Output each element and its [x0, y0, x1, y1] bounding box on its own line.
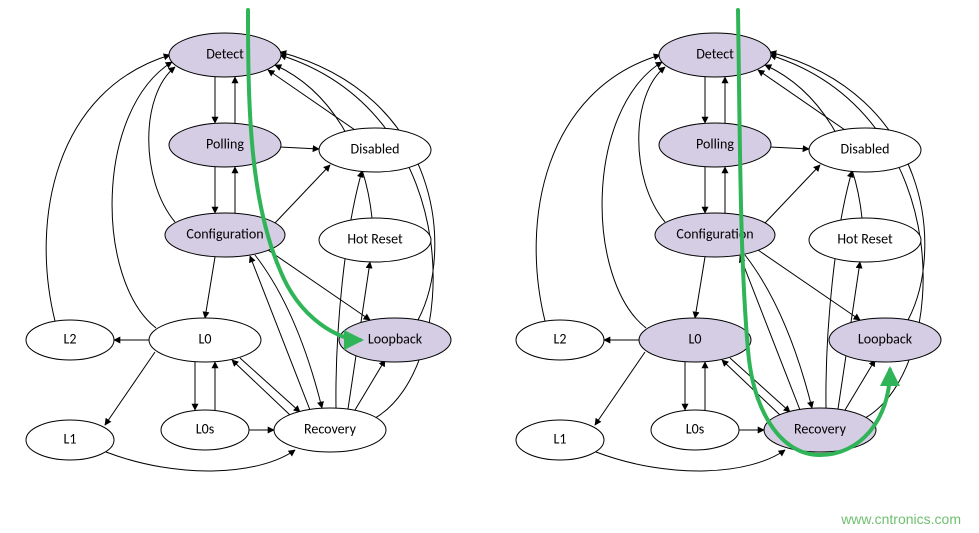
state-l1: L1 [516, 420, 604, 460]
nodes-layer: DetectPollingConfigurationDisabledHot Re… [26, 33, 451, 460]
state-disabled-ellipse [809, 128, 921, 172]
state-loopback-ellipse [829, 318, 941, 362]
state-l1: L1 [26, 420, 114, 460]
state-l0s-ellipse [161, 410, 249, 450]
state-polling: Polling [659, 123, 771, 167]
edge-recovery-to-disabled [336, 171, 362, 408]
state-recovery-ellipse [274, 408, 386, 452]
state-hotreset-ellipse [809, 218, 921, 262]
edge-recovery-to-disabled [826, 171, 852, 408]
edge-configuration-to-recovery [255, 255, 322, 408]
state-l0-ellipse [149, 318, 261, 362]
state-l0: L0 [149, 318, 261, 362]
edge-polling-to-disabled [770, 147, 809, 149]
state-diagram: Detect Polling Configuration Disabled Hot Re… [516, 10, 941, 471]
state-l2: L2 [516, 320, 604, 360]
state-l1-ellipse [516, 420, 604, 460]
edge-l1-to-recovery [596, 450, 785, 471]
state-detect-ellipse [169, 33, 281, 77]
state-hotreset: Hot Reset [809, 218, 921, 262]
edge-configuration-to-disabled [275, 165, 330, 223]
state-detect: Detect [169, 33, 281, 77]
state-l2-ellipse [516, 320, 604, 360]
state-polling-ellipse [659, 123, 771, 167]
edge-polling-to-disabled [280, 147, 319, 149]
state-recovery: Recovery [764, 408, 876, 452]
edge-l2-to-detect [536, 55, 660, 321]
state-l0s-ellipse [651, 410, 739, 450]
state-detect: Detect [659, 33, 771, 77]
edge-l0-to-detect [112, 62, 172, 328]
state-diagram-canvas: Detect Polling Configuration Disabled Hot Re… [0, 0, 979, 533]
state-l1-ellipse [26, 420, 114, 460]
state-l2: L2 [26, 320, 114, 360]
state-l0s: L0s [651, 410, 739, 450]
edge-configuration-to-l0 [695, 257, 705, 318]
edge-l0-to-detect [602, 62, 662, 328]
nodes-layer: Detect Polling Configuration Disabled Hot Re… [516, 33, 941, 460]
edge-l1-to-recovery [106, 450, 295, 471]
edge-disabled-to-detect [268, 70, 355, 130]
edge-l0-to-l1 [105, 352, 155, 425]
edge-loopback-to-detect [280, 52, 435, 320]
edge-disabled-to-detect [758, 70, 845, 130]
state-detect-ellipse [659, 33, 771, 77]
state-l0-ellipse [639, 318, 751, 362]
edge-recovery-to-loopback [355, 360, 385, 410]
edge-recovery-to-loopback [845, 360, 875, 410]
edge-loopback-to-detect [770, 52, 925, 320]
state-l0s: L0s [161, 410, 249, 450]
state-hotreset-ellipse [319, 218, 431, 262]
edge-configuration-to-l0 [205, 257, 215, 318]
state-configuration-ellipse [655, 213, 775, 257]
state-recovery: Recovery [274, 408, 386, 452]
state-polling: Polling [169, 123, 281, 167]
edge-l0-to-l1 [595, 352, 645, 425]
edge-l2-to-detect [46, 55, 170, 321]
edge-l0-to-recovery [240, 358, 300, 412]
state-hotreset: Hot Reset [319, 218, 431, 262]
edge-recovery-to-configuration [250, 256, 310, 410]
state-l2-ellipse [26, 320, 114, 360]
state-loopback: Loopback [829, 318, 941, 362]
state-disabled: Disabled [319, 128, 431, 172]
watermark-text: www.cntronics.com [841, 511, 961, 527]
state-disabled: Disabled [809, 128, 921, 172]
state-diagram: DetectPollingConfigurationDisabledHot Re… [26, 10, 451, 471]
state-polling-ellipse [169, 123, 281, 167]
edge-configuration-to-disabled [765, 165, 820, 223]
edge-recovery-to-configuration [740, 256, 800, 410]
state-l0: L0 [639, 318, 751, 362]
edge-recovery-to-l0 [232, 360, 290, 415]
state-disabled-ellipse [319, 128, 431, 172]
state-recovery-ellipse [764, 408, 876, 452]
state-configuration: Configuration [655, 213, 775, 257]
